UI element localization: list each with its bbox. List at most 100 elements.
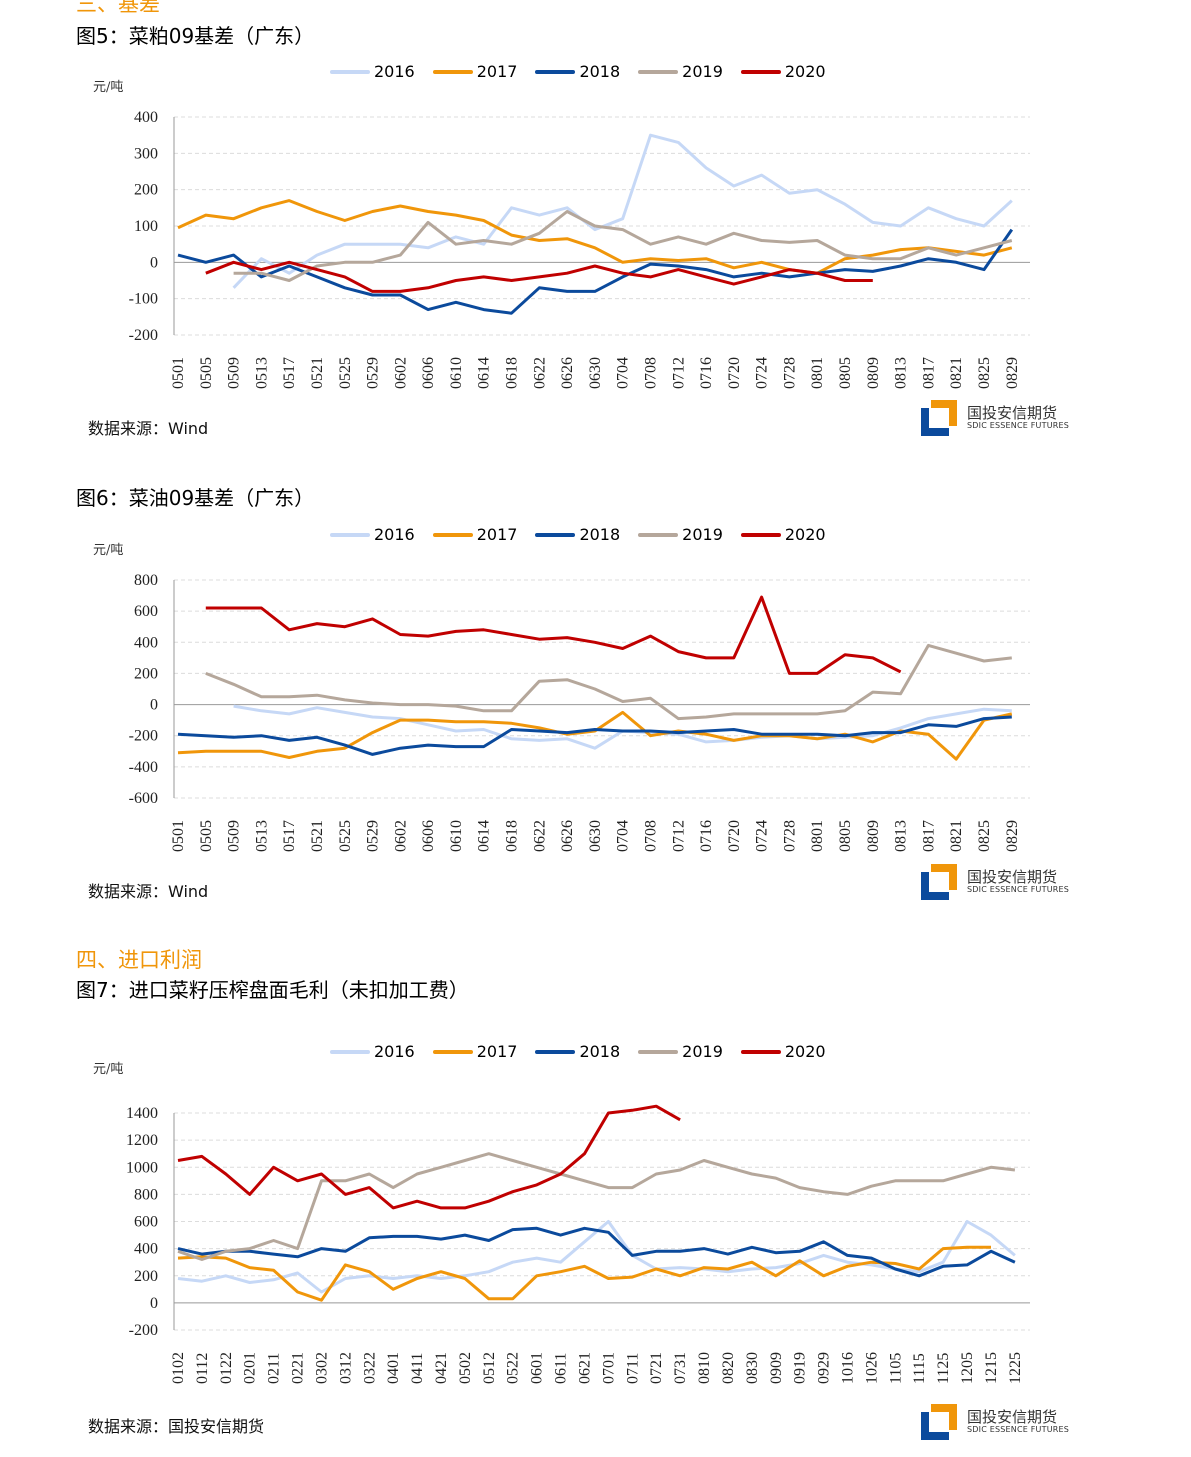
x-tick-label: 1105: [887, 1353, 904, 1384]
x-tick-label: 0509: [226, 357, 243, 389]
y-axis-unit: 元/吨: [93, 1062, 124, 1077]
series-line-2018: [177, 228, 1014, 315]
x-tick-label: 0529: [365, 357, 382, 389]
x-tick-label: 0622: [531, 820, 548, 852]
legend-item-2020: 2020: [740, 525, 826, 544]
x-tick-label: 0525: [337, 820, 354, 852]
legend-swatch: [432, 69, 473, 74]
x-tick-label: 0830: [744, 1352, 761, 1384]
legend-item-2018: 2018: [535, 525, 620, 544]
series-line-2019: [205, 643, 1012, 721]
x-tick-label: 0724: [754, 357, 771, 389]
x-tick-label: 0618: [504, 820, 521, 852]
x-tick-label: 0626: [559, 820, 576, 852]
x-tick-label: 1016: [839, 1352, 856, 1384]
x-tick-label: 0919: [792, 1352, 809, 1384]
series-line-2020: [177, 1104, 681, 1210]
figure-title: 图6：菜油09基差（广东）: [76, 486, 315, 510]
x-tick-label: 0731: [672, 1352, 689, 1384]
y-tick-label: 600: [134, 1214, 158, 1231]
data-source: 数据来源：国投安信期货: [88, 1417, 265, 1436]
data-source: 数据来源：Wind: [88, 419, 209, 438]
x-tick-label: 1125: [935, 1353, 952, 1384]
x-tick-label: 0611: [553, 1353, 570, 1384]
x-tick-label: 0505: [198, 820, 215, 852]
x-tick-label: 0122: [218, 1352, 235, 1384]
x-tick-label: 0312: [337, 1352, 354, 1384]
series-line-2017: [177, 1245, 991, 1302]
logo-text-en: SDIC ESSENCE FUTURES: [967, 884, 1070, 894]
logo-text-cn: 国投安信期货: [967, 1407, 1058, 1426]
x-tick-label: 0606: [420, 820, 437, 852]
x-tick-label: 0513: [253, 820, 270, 852]
logo-mark-icon: [921, 1404, 957, 1440]
x-tick-label: 0602: [392, 357, 409, 389]
legend-item-2018: 2018: [535, 1042, 620, 1061]
section-heading-basis: 三、基差: [76, 0, 160, 16]
x-tick-label: 1026: [863, 1352, 880, 1384]
series-line-2019: [177, 1152, 1016, 1261]
y-tick-label: -200: [129, 327, 158, 344]
series-line-2018: [177, 715, 1012, 756]
legend-item-2018: 2018: [535, 62, 620, 81]
y-tick-label: 400: [134, 1241, 158, 1258]
x-tick-label: 0801: [809, 357, 826, 389]
x-tick-label: 0820: [720, 1352, 737, 1384]
legend-label: 2018: [579, 525, 621, 544]
logo-mark-icon: [921, 864, 957, 900]
legend-item-2020: 2020: [740, 1042, 826, 1061]
legend-swatch: [432, 1049, 473, 1054]
x-tick-label: 0502: [457, 1352, 474, 1384]
x-tick-label: 0821: [948, 357, 965, 389]
company-logo: 国投安信期货 SDIC ESSENCE FUTURES: [921, 862, 1069, 900]
x-tick-label: 0512: [481, 1352, 498, 1384]
company-logo: 国投安信期货 SDIC ESSENCE FUTURES: [921, 1402, 1069, 1440]
x-tick-label: 0102: [170, 1352, 187, 1384]
y-tick-label: -600: [129, 790, 158, 807]
x-tick-label: 0704: [615, 820, 632, 852]
legend-swatch: [638, 69, 679, 74]
x-tick-label: 0728: [781, 820, 798, 852]
x-tick-label: 0809: [865, 357, 882, 389]
legend-label: 2020: [784, 62, 826, 81]
x-tick-label: 0825: [976, 820, 993, 852]
x-tick-label: 0721: [648, 1352, 665, 1384]
x-tick-label: 0601: [529, 1352, 546, 1384]
legend-item-2019: 2019: [638, 1042, 723, 1061]
data-source: 数据来源：Wind: [88, 882, 209, 901]
y-tick-label: 200: [134, 182, 158, 199]
x-tick-label: 0720: [726, 820, 743, 852]
x-tick-label: 1225: [1007, 1352, 1024, 1384]
x-tick-label: 0517: [281, 820, 298, 852]
x-tick-label: 0322: [361, 1352, 378, 1384]
legend-swatch: [638, 532, 679, 537]
x-tick-label: 1115: [911, 1353, 928, 1384]
legend-item-2016: 2016: [330, 62, 415, 81]
legend-item-2017: 2017: [432, 1042, 517, 1061]
figure-title: 图7：进口菜籽压榨盘面毛利（未扣加工费）: [76, 978, 469, 1002]
x-tick-label: 0805: [837, 357, 854, 389]
x-tick-label: 0630: [587, 357, 604, 389]
legend-label: 2019: [682, 525, 723, 544]
x-tick-label: 0602: [392, 820, 409, 852]
legend-swatch: [330, 532, 370, 537]
y-tick-label: -200: [129, 728, 158, 745]
legend-label: 2020: [784, 1042, 826, 1061]
logo-text-en: SDIC ESSENCE FUTURES: [967, 1424, 1070, 1434]
x-tick-label: 0621: [576, 1352, 593, 1384]
y-tick-label: 1000: [126, 1159, 158, 1176]
x-tick-label: 0909: [768, 1352, 785, 1384]
legend-item-2019: 2019: [638, 525, 723, 544]
y-tick-label: 200: [134, 1268, 158, 1285]
x-tick-label: 0517: [281, 357, 298, 389]
legend-label: 2017: [476, 62, 518, 81]
chart-legend: 2016 2017 2018 2019 2020: [330, 62, 826, 81]
x-tick-label: 0701: [600, 1352, 617, 1384]
legend-label: 2018: [579, 62, 621, 81]
legend-swatch: [535, 1049, 576, 1054]
series-line-2016: [232, 133, 1013, 289]
x-tick-label: 0401: [385, 1352, 402, 1384]
legend-swatch: [330, 1049, 370, 1054]
x-tick-label: 0421: [433, 1352, 450, 1384]
legend-item-2017: 2017: [432, 525, 517, 544]
